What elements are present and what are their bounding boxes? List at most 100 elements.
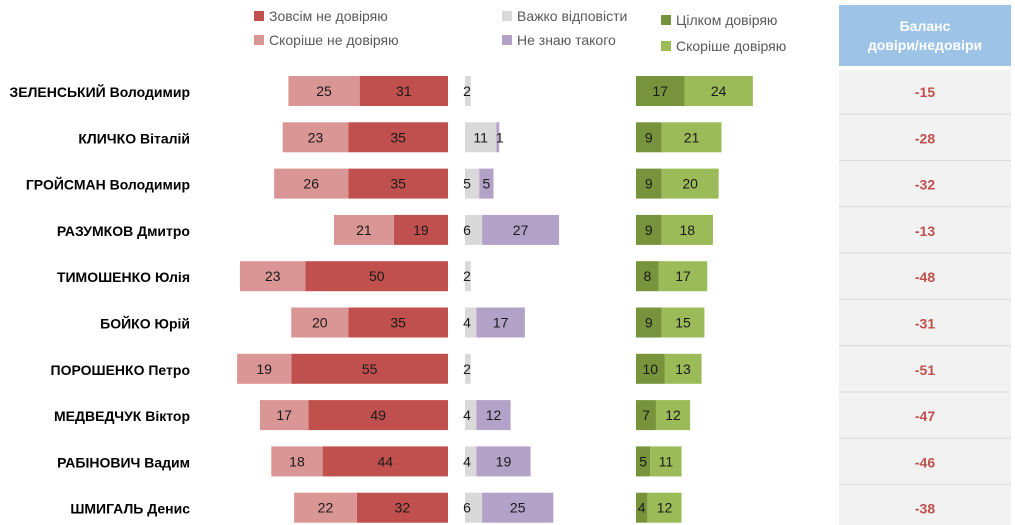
bar-dont-know xyxy=(476,400,511,431)
bar-dont-know xyxy=(496,122,500,153)
balance-value: -31 xyxy=(915,316,935,332)
value-label: 11 xyxy=(473,129,488,145)
value-label: 12 xyxy=(657,500,673,516)
legend-swatch xyxy=(502,11,512,21)
value-label: 19 xyxy=(496,453,512,469)
value-label: 9 xyxy=(645,222,653,238)
value-label: 22 xyxy=(318,500,334,516)
value-label: 4 xyxy=(638,500,646,516)
value-label: 21 xyxy=(356,222,372,238)
bar-hard-to-say xyxy=(465,492,483,523)
legend-rather-trust: Скоріше довіряю xyxy=(661,38,786,54)
value-label: 19 xyxy=(413,222,429,238)
value-label: 8 xyxy=(644,268,652,284)
bar-rather-trust xyxy=(658,261,708,292)
bar-not-trust-at-all xyxy=(356,492,448,523)
bar-hard-to-say xyxy=(465,400,477,431)
legend-fully-trust: Цілком довіряю xyxy=(661,12,777,28)
row-label: КЛИЧКО Віталій xyxy=(78,130,190,146)
balance-value: -28 xyxy=(915,130,935,146)
bar-fully-trust xyxy=(636,492,648,523)
bar-rather-not-trust xyxy=(239,261,306,292)
value-label: 25 xyxy=(510,500,526,516)
value-label: 23 xyxy=(265,268,281,284)
legend-not-trust-at-all: Зовсім не довіряю xyxy=(254,8,388,24)
value-label: 32 xyxy=(395,500,411,516)
bar-rather-not-trust xyxy=(274,168,349,199)
bar-rather-trust xyxy=(661,122,722,153)
bar-fully-trust xyxy=(636,122,662,153)
value-label: 2 xyxy=(463,268,471,284)
balance-value: -47 xyxy=(915,408,935,424)
balance-column xyxy=(839,70,1011,525)
legend-hard-to-say: Важко відповісти xyxy=(502,8,627,24)
value-label: 7 xyxy=(642,407,650,423)
value-label: 12 xyxy=(665,407,681,423)
bar-rather-not-trust xyxy=(334,214,394,245)
value-label: 9 xyxy=(645,129,653,145)
value-label: 19 xyxy=(256,361,272,377)
legend-swatch xyxy=(254,11,264,21)
row-label: ПОРОШЕНКО Петро xyxy=(51,362,190,378)
bar-not-trust-at-all xyxy=(359,76,448,106)
value-label: 13 xyxy=(675,361,691,377)
bar-rather-not-trust xyxy=(282,122,349,153)
legend-swatch xyxy=(661,41,671,51)
value-label: 2 xyxy=(463,361,471,377)
bar-not-trust-at-all xyxy=(322,446,448,477)
legend-swatch xyxy=(661,15,671,25)
value-label: 15 xyxy=(675,315,691,331)
value-label: 24 xyxy=(711,83,727,99)
value-label: 49 xyxy=(370,407,386,423)
balance-value: -15 xyxy=(915,84,935,100)
row-label: ШМИГАЛЬ Денис xyxy=(70,501,190,517)
bar-fully-trust xyxy=(636,168,662,199)
balance-value: -48 xyxy=(915,269,935,285)
bar-hard-to-say xyxy=(465,307,477,338)
bar-not-trust-at-all xyxy=(393,214,448,245)
value-label: 6 xyxy=(463,500,471,516)
value-label: 17 xyxy=(652,83,668,99)
bar-not-trust-at-all xyxy=(308,400,448,431)
value-label: 31 xyxy=(396,83,412,99)
value-label: 12 xyxy=(486,407,502,423)
value-label: 35 xyxy=(390,176,406,192)
bar-fully-trust xyxy=(636,76,685,106)
legend-rather-not-trust: Скоріше не довіряю xyxy=(254,32,399,48)
bar-hard-to-say xyxy=(465,353,471,384)
value-label: 5 xyxy=(482,176,490,192)
value-label: 35 xyxy=(390,315,406,331)
bar-hard-to-say xyxy=(465,214,483,245)
row-label: ЗЕЛЕНСЬКИЙ Володимир xyxy=(9,83,190,100)
value-label: 17 xyxy=(493,315,509,331)
value-label: 55 xyxy=(362,361,378,377)
bar-fully-trust xyxy=(636,307,662,338)
balance-header-line1: Баланс xyxy=(899,17,951,34)
bar-rather-not-trust xyxy=(291,307,349,338)
bar-dont-know xyxy=(479,168,494,199)
value-label: 23 xyxy=(308,129,324,145)
bar-hard-to-say xyxy=(465,168,480,199)
balance-value: -38 xyxy=(915,501,935,517)
value-label: 11 xyxy=(659,453,674,469)
bar-fully-trust xyxy=(636,261,659,292)
balance-value: -51 xyxy=(915,362,935,378)
row-label: БОЙКО Юрій xyxy=(100,315,190,332)
value-label: 4 xyxy=(463,407,471,423)
bar-rather-trust xyxy=(650,446,682,477)
bar-rather-not-trust xyxy=(237,353,292,384)
row-label: МЕДВЕДЧУК Віктор xyxy=(54,408,190,424)
bar-fully-trust xyxy=(636,353,665,384)
bar-dont-know xyxy=(476,446,531,477)
value-label: 50 xyxy=(369,268,385,284)
value-label: 2 xyxy=(463,83,471,99)
balance-header: Баланс довіри/недовіри xyxy=(839,5,1011,66)
value-label: 6 xyxy=(463,222,471,238)
value-label: 9 xyxy=(645,176,653,192)
value-label: 25 xyxy=(316,83,332,99)
balance-value: -13 xyxy=(915,223,935,239)
row-label: ТИМОШЕНКО Юлія xyxy=(57,269,190,285)
value-label: 18 xyxy=(680,222,696,238)
value-label: 35 xyxy=(390,129,406,145)
